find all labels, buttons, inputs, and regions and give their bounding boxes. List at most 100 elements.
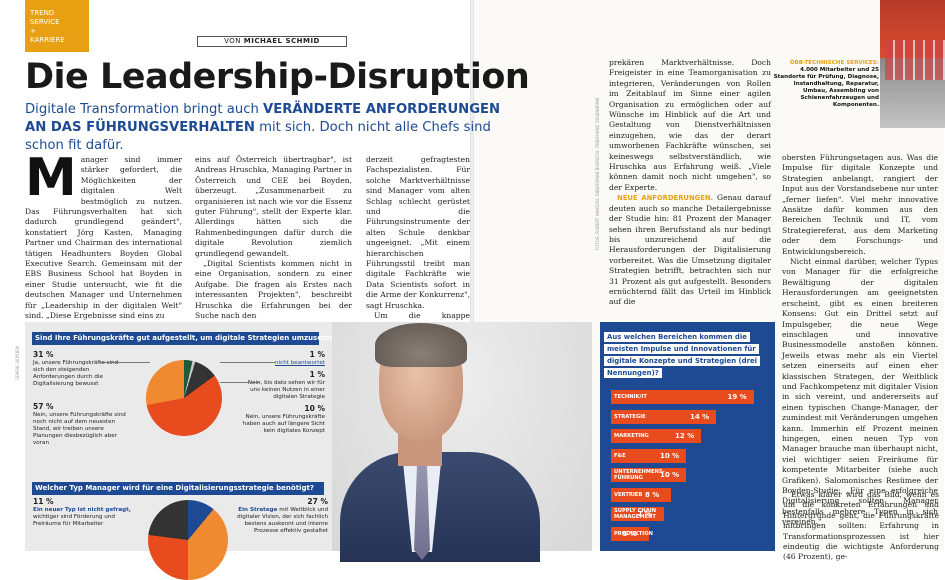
right-column-2-end: Etwas klarer wird das Bild, wenn es um d… <box>783 490 939 563</box>
page-gutter <box>470 0 474 551</box>
bar-row: VERTRIEB 8 % <box>611 487 769 502</box>
body-text: anager sind immer stärker gefordert, die… <box>25 155 182 321</box>
pie1-slice-kein-konzept: 10 % Nein, unsere Führungskräfte haben a… <box>240 404 325 435</box>
pie-chart-1 <box>146 360 222 436</box>
deck: Digitale Transformation bringt auch VERÄ… <box>25 101 525 155</box>
photo-caption: ÖBB-TECHNISCHE SERVICES: 4.000 Mitarbeit… <box>773 60 879 109</box>
chart-2-title: Welcher Typ Manager wird für eine Digita… <box>32 482 324 495</box>
bar-category-label: UNTERNEHMENS-FÜHRUNG <box>614 469 665 481</box>
pie1-slice-kein-nutzen: 1 % Nein, bis dato sehen wir für uns kei… <box>240 370 325 401</box>
bar-row: F&E 10 % <box>611 448 769 463</box>
body-paragraph: eins auf Österreich übertragbar", ist An… <box>195 155 352 258</box>
headline: Die Leadership-Disruption <box>25 57 530 97</box>
pie1-kein-nutzen-label: Nein, bis dato sehen wir für uns keinen … <box>247 380 325 400</box>
pie2-kein-neuer-typ-label: wichtiger sind Förderung und Freiräume f… <box>33 514 115 527</box>
graphic-credit: GRAFIK: BOYDEN <box>15 346 20 380</box>
caption-text: 4.000 Mitarbeiter und 25 Standorte für P… <box>773 67 879 108</box>
bar-value-label: 14 % <box>690 412 710 421</box>
train-photo-detail <box>885 40 945 80</box>
deck-text-end: mit sich. Doch nicht alle Chefs sind sch… <box>25 120 491 153</box>
bar-value-label: 12 % <box>675 432 695 440</box>
bar-row: STRATEGIE 14 % <box>611 409 769 424</box>
bar-value-label: 8 % <box>645 490 660 499</box>
body-paragraph: Nicht einmal darüber, welcher Typus von … <box>782 257 938 527</box>
pie2-stratege-label: mit Weitblick und digitaler Vision, der … <box>237 507 328 534</box>
bar-row: TECHNIK/IT 19 % <box>611 390 769 404</box>
author-prefix: VON <box>224 37 242 45</box>
bar-category-label: TECHNIK/IT <box>614 394 647 400</box>
bar-category-label: F&E <box>614 452 626 459</box>
bar <box>611 429 701 443</box>
bar <box>611 409 716 424</box>
pie1-slice-nein-planung: 57 % Nein, unsere Führungskräfte sind no… <box>33 402 133 447</box>
pie2-stratege-bold: Ein Stratege <box>238 507 278 513</box>
body-paragraph: „Digital Scientists kommen nicht in eine… <box>195 259 352 321</box>
bar-row: SUPPLY CHAIN MANAGEMENT 7 % <box>611 507 769 521</box>
body-column-2: eins auf Österreich übertragbar", ist An… <box>195 155 352 322</box>
bar-row: PRODUKTION 5 % <box>611 526 769 541</box>
leader-line <box>220 362 275 363</box>
tag-line: + <box>30 27 36 35</box>
pie2-kein-neuer-typ-bold: Ein neuer Typ ist nicht gefragt, <box>33 507 131 513</box>
pie1-ja-pct: 31 % <box>33 350 54 359</box>
bar-category-label: PRODUKTION <box>614 530 653 537</box>
chart-1-title: Sind Ihre Führungskräfte gut aufgestellt… <box>32 332 343 345</box>
bar-value-label: 10 % <box>660 451 680 460</box>
bar <box>611 507 664 521</box>
bar-value-label: 19 % <box>727 393 747 401</box>
pie2-stratege-pct: 27 % <box>307 497 328 506</box>
bar-chart-title-text: Aus welchen Bereichen kommen die meisten… <box>604 332 761 378</box>
pie2-slice-kein-neuer-typ: 11 % Ein neuer Typ ist nicht gefragt, wi… <box>33 497 143 528</box>
bar-chart-title: Aus welchen Bereichen kommen die meisten… <box>604 331 772 379</box>
bar-category-label: STRATEGIE <box>614 413 646 420</box>
bar-value-label: 5 % <box>622 529 637 538</box>
leader-line <box>100 362 150 363</box>
bar <box>611 487 671 502</box>
right-column-1: prekären Marktverhältnisse. Doch Freigei… <box>609 58 771 308</box>
deck-emphasis: VERÄNDERTE ANFORDERUNGEN AN DAS FÜHRUNGS… <box>25 102 501 135</box>
pie-chart-2 <box>148 500 228 580</box>
tag-line: TREND <box>30 9 55 17</box>
author-name: MICHAEL SCHMID <box>243 37 320 45</box>
body-paragraph: prekären Marktverhältnisse. Doch Freigei… <box>609 58 771 192</box>
portrait-tie <box>414 460 430 560</box>
pie1-kein-konzept-pct: 10 % <box>304 404 325 413</box>
body-paragraph: derzeit gefragtesten Fachspezialisten. F… <box>366 155 470 310</box>
pie1-kein-konzept-label: Nein, unsere Führungskräfte haben auch a… <box>242 414 325 434</box>
body-paragraph: Etwas klarer wird das Bild, wenn es um d… <box>783 490 939 562</box>
pie1-nein-planung-label: Nein, unsere Führungskräfte sind noch ni… <box>33 412 126 446</box>
bar <box>611 390 754 404</box>
section-tag: TREND SERVICE + KARRIERE <box>25 0 89 52</box>
bar-row: UNTERNEHMENS-FÜHRUNG 10 % <box>611 468 769 482</box>
bar-category-label: SUPPLY CHAIN MANAGEMENT <box>614 508 657 520</box>
photo-credit: FOTOS: ROBERT HARSON, ÖBB/ROMAN BOENSCH,… <box>595 97 600 250</box>
pie1-slice-nicht-beantwortet: 1 % nicht beantwortet <box>240 350 325 367</box>
deck-text: Digitale Transformation bringt auch <box>25 102 263 117</box>
body-paragraph: Genau darauf deuten auch so manche Detai… <box>609 193 771 307</box>
pie1-nicht-beantwortet-pct: 1 % <box>309 350 325 359</box>
pie1-nein-planung-pct: 57 % <box>33 402 54 411</box>
leader-line <box>220 382 260 383</box>
bar-row: MARKETING 12 % <box>611 429 769 443</box>
bar-value-label: 7 % <box>637 510 652 518</box>
right-column-2: obersten Führungsetagen aus. Was die Imp… <box>782 153 938 528</box>
bar-category-label: MARKETING <box>614 433 649 439</box>
pie1-ja-label: Ja, unsere Führungskräfte sind sich den … <box>33 360 119 387</box>
bar <box>611 526 649 541</box>
pie1-slice-ja: 31 % Ja, unsere Führungskräfte sind sich… <box>33 350 129 388</box>
paragraph-kicker: NEUE ANFORDERUNGEN. <box>617 194 714 203</box>
bar-category-label: VERTRIEB <box>614 491 643 498</box>
tag-line: SERVICE <box>30 18 60 26</box>
bar-value-label: 10 % <box>660 471 680 479</box>
author-byline: VON MICHAEL SCHMID <box>197 36 347 47</box>
body-paragraph: obersten Führungsetagen aus. Was die Imp… <box>782 153 938 256</box>
pie1-nicht-beantwortet-label: nicht beantwortet <box>275 360 325 366</box>
pie2-slice-stratege: 27 % Ein Stratege mit Weitblick und digi… <box>232 497 328 535</box>
portrait-hair <box>375 323 467 367</box>
caption-kicker: ÖBB-TECHNISCHE SERVICES: <box>789 60 879 66</box>
pie1-kein-nutzen-pct: 1 % <box>309 370 325 379</box>
pie2-kein-neuer-typ-pct: 11 % <box>33 497 54 506</box>
bar <box>611 448 686 463</box>
tag-line: KARRIERE <box>30 36 65 44</box>
